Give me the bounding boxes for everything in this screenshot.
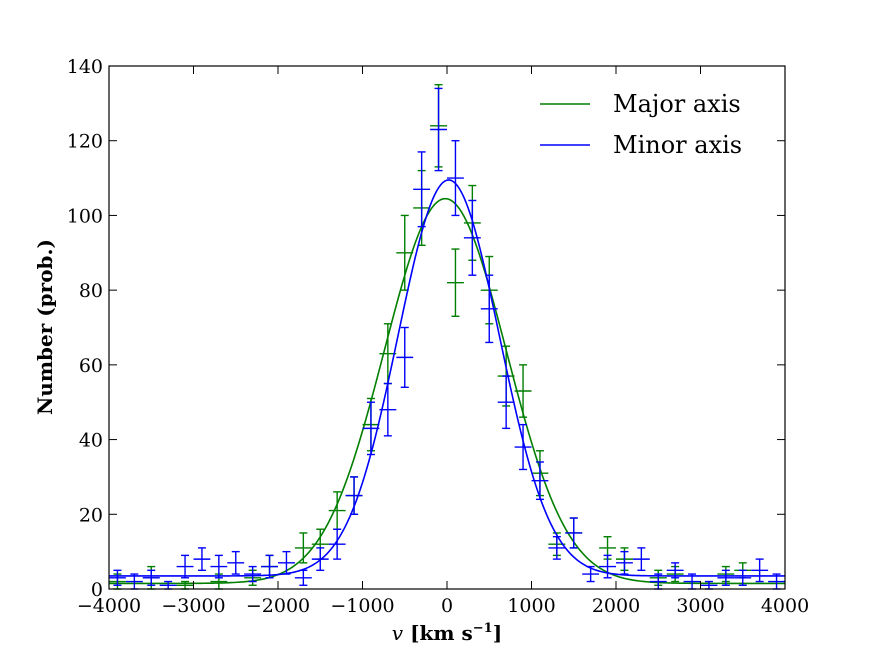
errorbar-point — [565, 517, 583, 549]
errorbar-point — [227, 550, 245, 575]
errorbar-point — [176, 554, 194, 579]
errorbar-point — [447, 140, 464, 217]
legend-label-minor: Minor axis — [613, 131, 742, 159]
y-tick-label: 80 — [79, 280, 103, 302]
errorbar-point — [362, 401, 380, 456]
fit-curve — [109, 179, 785, 577]
errorbar-point — [751, 558, 769, 583]
errorbar-point — [413, 151, 431, 228]
x-tick-label: 3000 — [676, 595, 724, 617]
errorbar-point — [430, 87, 447, 172]
errorbar-point — [261, 554, 278, 579]
x-tick-label: −2000 — [246, 595, 310, 617]
x-tick-label: 2000 — [592, 595, 640, 617]
fit-curve — [109, 197, 785, 585]
y-tick-label: 140 — [67, 56, 103, 78]
errorbar-point — [717, 569, 735, 586]
errorbar-point — [142, 569, 160, 586]
y-tick-label: 20 — [79, 504, 103, 526]
errorbar-point — [734, 569, 752, 586]
plot-area — [109, 66, 785, 589]
tick-layer: −4000 −3000 −2000 −1000 0 1000 2000 3000 4000 0 20… — [67, 56, 809, 617]
y-tick-label: 100 — [67, 205, 103, 227]
errorbar-point — [328, 528, 346, 560]
errorbar-point — [599, 554, 616, 579]
errorbar-point — [497, 375, 515, 430]
errorbar-point — [193, 547, 211, 572]
x-tick-label: −3000 — [161, 595, 225, 617]
errorbar-point — [632, 547, 650, 572]
legend-label-major: Major axis — [613, 90, 741, 118]
y-axis-label: Number (prob.) — [33, 239, 57, 415]
errorbar-point — [396, 326, 414, 388]
errorbar-point — [447, 248, 464, 317]
errorbar-point — [244, 565, 262, 583]
y-tick-label: 0 — [91, 579, 103, 601]
x-tick-label: 0 — [441, 595, 453, 617]
y-tick-label: 120 — [67, 131, 103, 153]
x-tick-label: −4000 — [77, 595, 141, 617]
series-layer — [109, 83, 785, 590]
y-tick-label: 40 — [79, 430, 103, 452]
errorbar-point — [210, 554, 228, 579]
x-tick-label: 4000 — [761, 595, 809, 617]
legend: Major axis Minor axis — [540, 90, 742, 159]
errorbar-point — [514, 423, 532, 471]
series-minor-axis — [109, 87, 785, 590]
y-tick-label: 60 — [79, 355, 103, 377]
x-axis-label: v [km s−1] — [392, 621, 502, 645]
errorbar-point — [109, 569, 126, 586]
x-tick-label: −1000 — [330, 595, 394, 617]
x-tick-label: 1000 — [507, 595, 555, 617]
